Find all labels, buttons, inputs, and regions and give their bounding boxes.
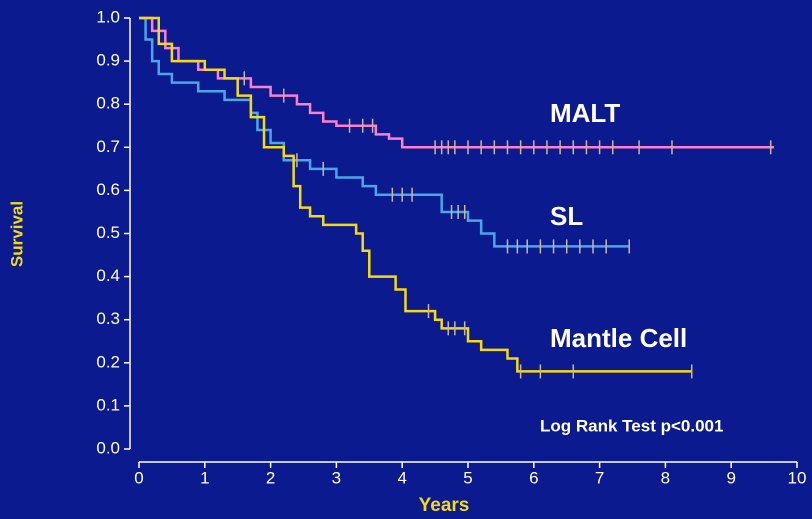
x-tick-label: 1 [200,468,209,487]
x-tick-label: 4 [397,468,406,487]
series-label: SL [550,201,583,231]
y-tick-label: 0.6 [96,180,120,199]
y-tick-label: 0.5 [96,223,120,242]
x-tick-label: 10 [788,468,807,487]
y-axis-label: Survival [7,201,26,267]
y-tick-label: 0.9 [96,51,120,70]
x-tick-label: 6 [529,468,538,487]
x-tick-label: 8 [661,468,670,487]
y-tick-label: 1.0 [96,7,120,26]
x-tick-label: 2 [266,468,275,487]
y-tick-label: 0.0 [96,438,120,457]
survival-curve [139,16,630,248]
x-tick-label: 5 [463,468,472,487]
x-axis-label: Years [419,495,470,516]
y-tick-label: 0.8 [96,94,120,113]
y-tick-label: 0.2 [96,352,120,371]
y-tick-label: 0.1 [96,395,120,414]
survival-curve [139,16,774,149]
x-tick-label: 0 [134,468,143,487]
y-tick-label: 0.7 [96,137,120,156]
y-tick-label: 0.3 [96,309,120,328]
x-tick-label: 7 [595,468,604,487]
series-label: Mantle Cell [550,323,687,353]
series-label: MALT [550,98,620,128]
x-tick-label: 9 [726,468,735,487]
x-tick-label: 3 [332,468,341,487]
y-tick-label: 0.4 [96,266,120,285]
survival-curve [139,16,692,373]
annotation: Log Rank Test p<0.001 [540,416,723,435]
